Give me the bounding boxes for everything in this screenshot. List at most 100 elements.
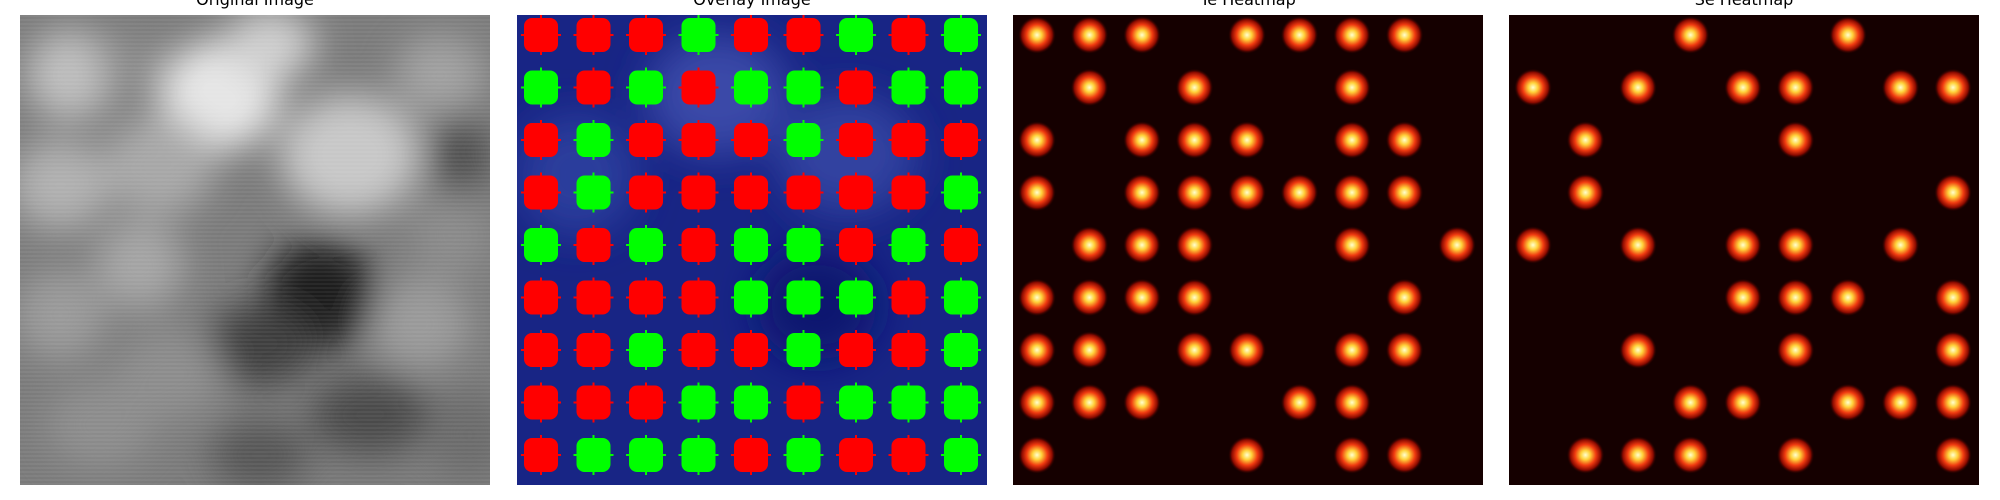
heat-spot xyxy=(1333,226,1371,264)
marker-green xyxy=(734,70,768,105)
heat-spot xyxy=(1934,383,1972,422)
marker-green xyxy=(629,228,663,262)
heat-spot xyxy=(1070,278,1109,317)
marker-red xyxy=(734,175,768,210)
heat-spot xyxy=(1934,436,1972,474)
heat-spot xyxy=(1829,383,1867,422)
heat-spot xyxy=(1070,68,1109,107)
marker-green xyxy=(629,70,663,105)
marker-red xyxy=(524,385,558,420)
heat-spot xyxy=(1333,383,1371,422)
heat-spot xyxy=(1385,331,1424,369)
marker-red xyxy=(891,280,926,315)
marker-red xyxy=(524,18,558,52)
heat-spot xyxy=(1776,68,1815,107)
marker-red xyxy=(681,333,716,367)
marker-red xyxy=(891,123,926,157)
heat-spot xyxy=(1018,331,1056,369)
marker-green xyxy=(629,333,663,367)
marker-green xyxy=(576,175,611,210)
marker-green xyxy=(839,385,873,420)
heat-spot xyxy=(1934,173,1972,212)
heat-spot xyxy=(1724,226,1762,264)
marker-red xyxy=(524,438,558,472)
heat-spot xyxy=(1671,436,1710,474)
heat-spot xyxy=(1228,121,1266,159)
marker-green xyxy=(629,438,663,472)
marker-green xyxy=(576,438,611,472)
heat-spot xyxy=(1934,68,1972,107)
marker-red xyxy=(524,333,558,367)
marker-green xyxy=(839,280,873,315)
heat-spot xyxy=(1333,331,1371,369)
marker-red xyxy=(839,333,873,367)
heat-spot xyxy=(1333,173,1371,212)
heat-spot xyxy=(1881,383,1920,422)
heat-spot xyxy=(1333,121,1371,159)
heat-spot xyxy=(1123,383,1161,422)
heat-spot xyxy=(1724,383,1762,422)
heat-spot xyxy=(1175,121,1214,159)
marker-green xyxy=(891,385,926,420)
heat-spot xyxy=(1175,331,1214,369)
heat-spot xyxy=(1619,226,1657,264)
marker-red xyxy=(786,175,821,210)
marker-red xyxy=(681,123,716,157)
marker-green xyxy=(681,18,716,52)
se-heatmap-title: Se Heatmap xyxy=(1509,0,1979,10)
marker-green xyxy=(786,333,821,367)
marker-green xyxy=(576,123,611,157)
heat-spot xyxy=(1385,121,1424,159)
heat-spot xyxy=(1881,226,1920,264)
marker-green xyxy=(786,228,821,262)
marker-green xyxy=(681,438,716,472)
heat-spot xyxy=(1619,331,1657,369)
te-heatmap xyxy=(1013,15,1483,485)
marker-red xyxy=(576,228,611,262)
marker-red xyxy=(734,333,768,367)
marker-red xyxy=(681,228,716,262)
heat-spot xyxy=(1123,121,1161,159)
marker-red xyxy=(839,438,873,472)
heat-spot xyxy=(1671,383,1710,422)
heat-spot xyxy=(1123,173,1161,212)
heat-spot xyxy=(1070,331,1109,369)
heat-spot xyxy=(1228,331,1266,369)
original-image-title: Original Image xyxy=(20,0,490,10)
marker-red xyxy=(576,280,611,315)
marker-red xyxy=(839,123,873,157)
marker-red xyxy=(629,175,663,210)
original-image xyxy=(20,15,490,485)
marker-red xyxy=(734,438,768,472)
heat-spot xyxy=(1385,436,1424,474)
heat-spot xyxy=(1018,173,1056,212)
heat-spot xyxy=(1514,226,1552,264)
heat-spot xyxy=(1566,173,1605,212)
heat-spot xyxy=(1881,68,1920,107)
heat-spot xyxy=(1123,16,1161,54)
heat-spot xyxy=(1070,16,1109,54)
overlay-image xyxy=(517,15,987,485)
marker-red xyxy=(891,175,926,210)
marker-red xyxy=(629,280,663,315)
marker-green xyxy=(524,228,558,262)
heat-spot xyxy=(1776,226,1815,264)
marker-green xyxy=(786,438,821,472)
marker-green xyxy=(944,18,978,52)
heat-spot xyxy=(1123,226,1161,264)
heat-spot xyxy=(1175,278,1214,317)
marker-green xyxy=(786,280,821,315)
marker-red xyxy=(576,18,611,52)
heat-spot xyxy=(1829,16,1867,54)
heat-spot xyxy=(1934,331,1972,369)
heat-spot xyxy=(1018,278,1056,317)
heat-spot xyxy=(1776,278,1815,317)
marker-red xyxy=(734,123,768,157)
heat-spot xyxy=(1280,173,1319,212)
heat-spot xyxy=(1333,68,1371,107)
marker-red xyxy=(629,385,663,420)
heat-spot xyxy=(1724,68,1762,107)
marker-red xyxy=(786,18,821,52)
heat-spot xyxy=(1123,278,1161,317)
heat-spot xyxy=(1070,383,1109,422)
